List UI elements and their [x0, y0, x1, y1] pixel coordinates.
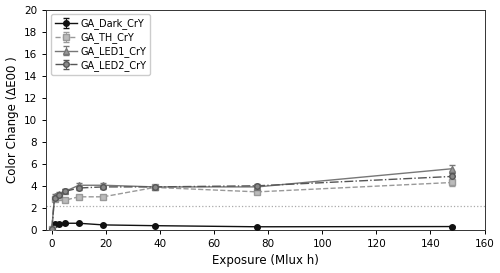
- Legend: GA_Dark_CrY, GA_TH_CrY, GA_LED1_CrY, GA_LED2_CrY: GA_Dark_CrY, GA_TH_CrY, GA_LED1_CrY, GA_…: [52, 14, 150, 75]
- Y-axis label: Color Change (ΔE00 ): Color Change (ΔE00 ): [6, 56, 18, 183]
- X-axis label: Exposure (Mlux h): Exposure (Mlux h): [212, 254, 319, 268]
